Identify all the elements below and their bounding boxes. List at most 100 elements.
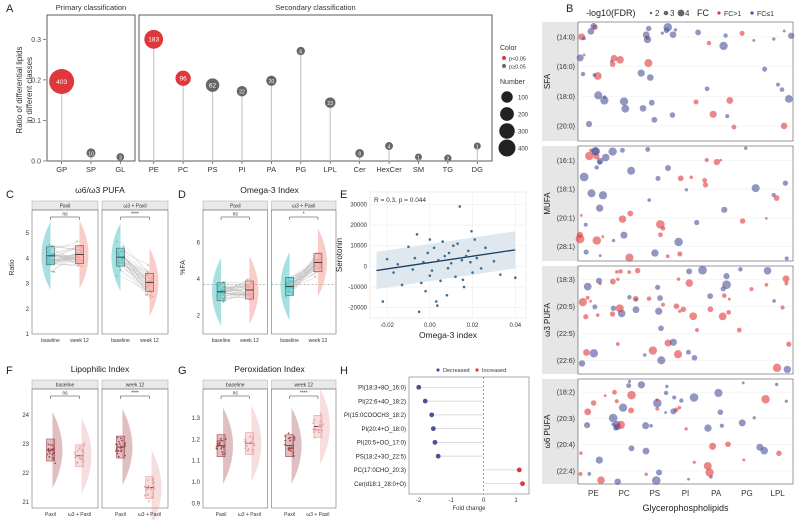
lipid-point	[632, 306, 640, 314]
x-tick-label: 0.02	[467, 323, 479, 329]
data-point	[289, 439, 291, 442]
data-point	[81, 449, 84, 451]
data-point	[284, 435, 287, 438]
lollipop-dot-SM	[414, 153, 422, 161]
data-point	[49, 449, 52, 452]
lipid-point	[594, 91, 603, 100]
paired-line	[50, 241, 80, 250]
lipid-point	[693, 99, 699, 105]
paired-line	[120, 258, 150, 296]
half-violin	[249, 256, 259, 324]
y-tick-label: -10000	[348, 285, 367, 291]
lipid-point	[752, 416, 756, 420]
data-point	[151, 496, 154, 498]
lipid-point	[705, 468, 714, 477]
lipid-point	[784, 281, 789, 286]
y-tick-label: 3	[26, 282, 30, 288]
lipid-point	[653, 398, 662, 408]
scatter-point	[439, 279, 442, 283]
y-axis-title: Ratio	[9, 259, 16, 275]
lipid-point	[779, 87, 785, 92]
x-axis-title-h: Fold change	[452, 506, 486, 512]
data-point	[76, 450, 79, 452]
lipid-point	[590, 400, 597, 406]
legend-size-label: 4	[685, 9, 690, 18]
facet-box	[202, 388, 268, 509]
lipid-point	[643, 353, 647, 357]
panel-letter-A: A	[6, 3, 14, 15]
x-tick-label: -1	[448, 498, 454, 504]
paired-line	[120, 269, 150, 297]
lollipop-dot-PS	[205, 78, 220, 92]
scatter-point	[428, 274, 432, 277]
x-tick-label: 1	[514, 498, 518, 504]
fold-change-dot	[516, 467, 522, 473]
lipid-point	[719, 423, 725, 428]
data-point	[290, 447, 293, 449]
lipid-point	[618, 403, 628, 412]
lipid-point	[721, 293, 727, 298]
lipid-label: Cer(d18:1_28:0+O)	[354, 482, 406, 488]
lipid-point	[665, 384, 669, 389]
data-point	[74, 456, 76, 459]
data-point	[216, 440, 219, 443]
legend-size-label: 400	[518, 147, 529, 153]
lipid-point	[680, 306, 687, 313]
y-tick-label: 21	[22, 500, 29, 506]
lipid-point	[749, 287, 754, 292]
facet-box	[202, 209, 268, 335]
data-point	[53, 452, 56, 455]
scatter-point	[392, 271, 395, 274]
column-label-LPL: LPL	[771, 489, 786, 498]
x-tick-label-PE: PE	[149, 165, 159, 174]
lipid-point	[584, 422, 591, 429]
legend-size-dot	[501, 91, 513, 103]
x-tick-label: baseline	[280, 338, 299, 344]
lipid-point	[717, 409, 724, 416]
y-tick-label: 0	[364, 264, 368, 270]
x-tick-label: week 12	[240, 338, 259, 344]
paired-line	[120, 262, 150, 285]
lollipop-number: 1	[417, 155, 420, 161]
lipid-point	[752, 38, 756, 42]
data-point	[147, 485, 150, 487]
half-violin	[319, 388, 330, 465]
fold-change-dot	[422, 398, 428, 404]
legend-dot-increase	[717, 11, 721, 15]
lipid-point	[663, 27, 670, 34]
data-point	[119, 447, 122, 449]
lollipop-number: 2	[446, 157, 449, 163]
scatter-point	[464, 254, 468, 258]
lipid-point	[587, 189, 596, 198]
paired-line	[50, 263, 80, 267]
lipid-point	[772, 363, 782, 373]
data-point	[153, 481, 156, 484]
stats-annotation: R = 0.3, p = 0.044	[374, 197, 426, 204]
lipid-point	[660, 31, 664, 35]
paired-line	[120, 250, 150, 266]
lipid-point	[718, 312, 727, 321]
legend-dot-decrease	[750, 11, 754, 15]
data-point	[120, 445, 123, 448]
data-point	[152, 492, 155, 495]
lipid-point	[600, 96, 609, 105]
lipid-point	[741, 381, 745, 385]
fold-change-dot	[432, 439, 438, 445]
data-point	[116, 436, 119, 439]
lipid-point	[694, 327, 700, 333]
lipid-point	[664, 411, 668, 414]
data-point	[312, 422, 315, 424]
x-axis-title-e: Omega-3 index	[419, 330, 478, 340]
scatter-point	[407, 245, 410, 249]
sig-label: ****	[131, 212, 139, 218]
y-tick-label: 0.0	[31, 159, 41, 166]
scatter-point	[437, 258, 440, 262]
lipid-point	[673, 350, 683, 359]
lipid-point	[579, 213, 583, 217]
y-tick-label: 1	[26, 332, 30, 338]
lipid-point	[610, 305, 617, 312]
paired-line	[289, 266, 319, 281]
data-point	[152, 478, 155, 481]
lipid-point	[610, 54, 618, 62]
lipid-point	[727, 297, 731, 301]
